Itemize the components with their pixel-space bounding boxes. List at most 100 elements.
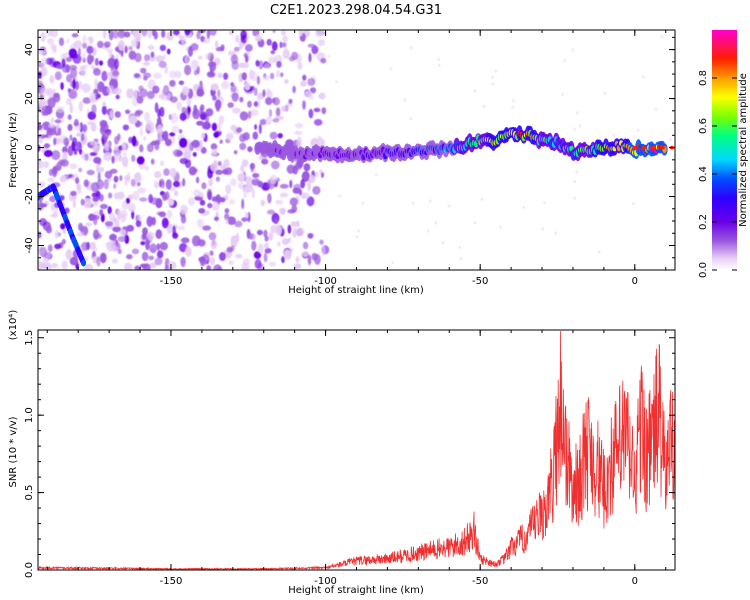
noise-blob bbox=[219, 164, 227, 170]
noise-blob bbox=[214, 216, 219, 222]
noise-blob bbox=[50, 30, 59, 38]
noise-blob bbox=[69, 256, 79, 266]
noise-blob bbox=[281, 30, 286, 36]
noise-blob bbox=[188, 148, 192, 159]
x-tick-label: -100 bbox=[314, 576, 337, 587]
noise-blob bbox=[315, 30, 324, 37]
noise-blob bbox=[126, 224, 135, 232]
noise-blob bbox=[215, 176, 220, 182]
noise-blob bbox=[99, 194, 104, 202]
noise-blob bbox=[238, 182, 245, 190]
noise-blob bbox=[60, 117, 65, 123]
noise-blob bbox=[61, 260, 68, 270]
noise-blob bbox=[298, 30, 304, 37]
noise-blob bbox=[69, 54, 79, 59]
noise-blob bbox=[209, 30, 217, 36]
noise-blob bbox=[209, 62, 217, 72]
noise-blob bbox=[288, 98, 293, 104]
noise-blob bbox=[122, 156, 129, 168]
noise-blob bbox=[113, 192, 120, 200]
noise-blob bbox=[303, 163, 311, 172]
noise-blob bbox=[213, 264, 222, 270]
noise-blob bbox=[317, 39, 325, 46]
spectrogram-panel: -150 -100 -50 0 -40 -20 0 20 40 Height of strai… bbox=[8, 29, 676, 296]
noise-blob bbox=[208, 178, 213, 187]
noise-blob bbox=[51, 166, 58, 178]
noise-blob bbox=[117, 248, 122, 255]
noise-blob bbox=[148, 255, 155, 261]
noise-blob bbox=[296, 136, 303, 148]
noise-blob bbox=[114, 111, 122, 118]
noise-blob bbox=[169, 132, 176, 137]
noise-blob bbox=[210, 83, 219, 91]
noise-blob bbox=[43, 161, 50, 169]
noise-blob bbox=[244, 176, 253, 184]
noise-blob bbox=[182, 178, 186, 187]
noise-blob bbox=[217, 122, 222, 132]
noise-blob bbox=[244, 211, 249, 219]
noise-blob bbox=[81, 83, 91, 93]
noise-blob bbox=[184, 55, 189, 64]
noise-blob bbox=[225, 218, 229, 225]
noise-blob bbox=[68, 64, 78, 71]
noise-blob bbox=[92, 196, 99, 202]
noise-blob bbox=[247, 110, 252, 119]
noise-blob bbox=[211, 201, 220, 211]
noise-blob bbox=[226, 246, 233, 253]
noise-blob bbox=[196, 31, 201, 40]
noise-blob bbox=[438, 64, 441, 67]
noise-blob bbox=[103, 152, 112, 162]
noise-blob bbox=[237, 173, 245, 182]
noise-blob bbox=[154, 171, 162, 179]
noise-blob bbox=[75, 132, 83, 137]
noise-blob bbox=[227, 102, 234, 108]
noise-blob bbox=[76, 141, 82, 152]
noise-blob bbox=[199, 199, 206, 206]
noise-blob bbox=[45, 57, 54, 65]
noise-blob bbox=[290, 221, 298, 228]
noise-blob bbox=[40, 66, 48, 77]
noise-blob bbox=[278, 207, 286, 215]
noise-blob bbox=[148, 30, 152, 39]
noise-blob bbox=[99, 126, 106, 135]
noise-blob bbox=[71, 33, 79, 38]
noise-blob bbox=[184, 30, 191, 36]
noise-blob bbox=[118, 39, 125, 51]
noise-blob bbox=[90, 122, 97, 132]
noise-blob bbox=[251, 240, 257, 251]
noise-blob bbox=[207, 202, 213, 209]
noise-blob bbox=[263, 229, 268, 238]
noise-blob bbox=[142, 61, 151, 66]
noise-blob bbox=[573, 196, 576, 200]
noise-blob bbox=[314, 253, 321, 265]
noise-blob bbox=[128, 115, 138, 125]
noise-blob bbox=[158, 211, 167, 218]
noise-blob bbox=[251, 70, 257, 82]
noise-blob bbox=[106, 71, 113, 76]
noise-blob bbox=[249, 108, 259, 117]
noise-blob bbox=[215, 169, 223, 175]
noise-blob bbox=[172, 225, 177, 237]
noise-blob bbox=[251, 188, 255, 199]
noise-blob bbox=[391, 261, 394, 265]
noise-blob bbox=[234, 253, 243, 259]
noise-blob bbox=[173, 180, 180, 188]
noise-blob bbox=[195, 176, 200, 184]
noise-blob bbox=[219, 139, 223, 144]
noise-blob bbox=[134, 172, 142, 183]
noise-blob bbox=[100, 252, 107, 264]
noise-blob bbox=[154, 102, 159, 114]
noise-blob bbox=[159, 44, 167, 52]
noise-blob bbox=[89, 152, 96, 157]
noise-blob bbox=[47, 38, 55, 45]
noise-blob bbox=[49, 75, 55, 84]
noise-blob bbox=[51, 263, 58, 268]
noise-blob bbox=[313, 107, 321, 113]
x-tick-label: -150 bbox=[160, 276, 183, 287]
figure-title: C2E1.2023.298.04.54.G31 bbox=[270, 3, 442, 18]
noise-blob bbox=[116, 209, 121, 219]
noise-blob bbox=[125, 197, 131, 204]
noise-blob bbox=[265, 97, 273, 106]
noise-blob bbox=[241, 262, 250, 270]
noise-blob bbox=[149, 217, 154, 225]
